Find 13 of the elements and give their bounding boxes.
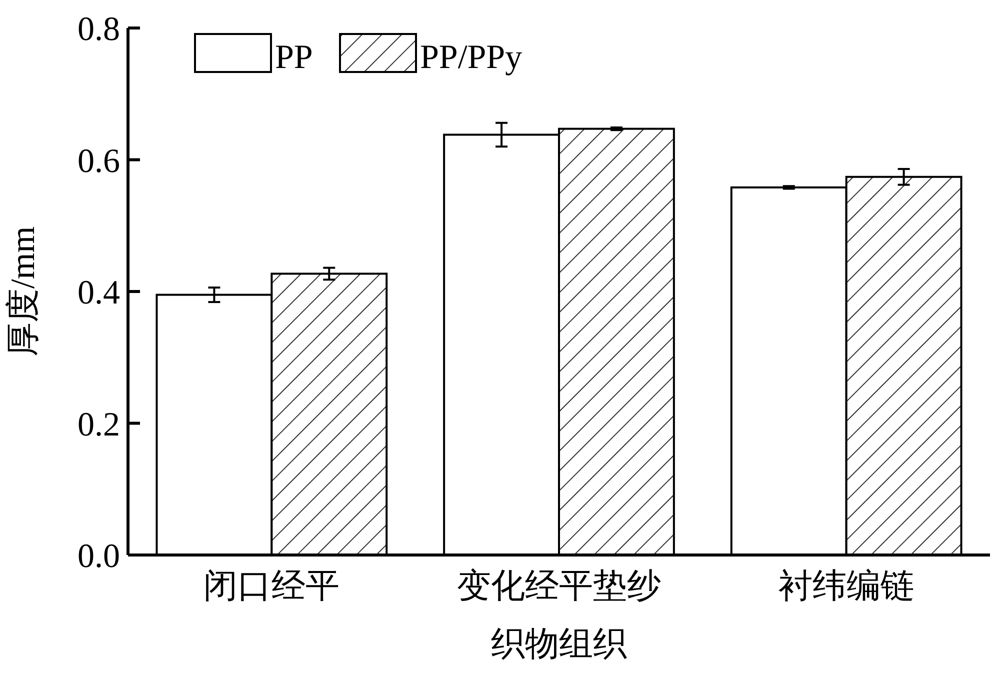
legend-label: PP — [275, 39, 313, 76]
x-axis-title: 织物组织 — [491, 626, 627, 663]
x-tick-label: 闭口经平 — [204, 568, 340, 605]
series-label: PP/PPy — [420, 39, 522, 76]
y-tick-label: 0.6 — [78, 142, 120, 180]
y-axis-title: 厚度/mm — [5, 226, 42, 357]
y-tick-label: 0.4 — [78, 274, 120, 312]
x-tick-label: 衬纬编链 — [778, 568, 914, 605]
y-tick-label: 0.0 — [78, 538, 120, 575]
y-tick-label: 0.8 — [78, 11, 120, 48]
y-tick-label: 0.2 — [78, 406, 120, 444]
legend: PP PP/PPy — [194, 33, 522, 76]
x-tick-label: 变化经平垫纱 — [457, 568, 661, 605]
